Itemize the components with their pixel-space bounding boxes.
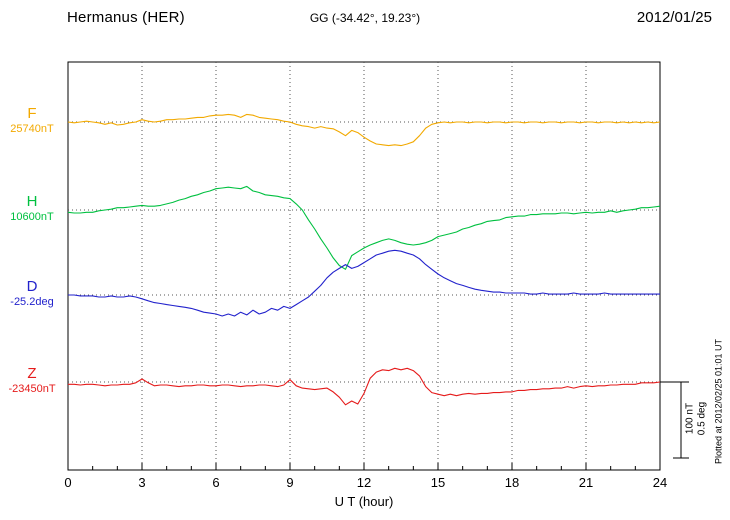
series-name: F (27, 105, 37, 122)
trace-Z (68, 367, 661, 406)
series-label-Z: Z -23450nT (0, 365, 64, 396)
plotted-at-note: Plotted at 2012/02/25 01:01 UT (713, 338, 724, 465)
series-name: H (26, 193, 38, 210)
x-tick-label: 15 (430, 475, 446, 490)
trace-H (67, 185, 661, 270)
series-label-F: F 25740nT (0, 105, 64, 136)
x-tick-label: 12 (356, 475, 372, 490)
series-label-H: H 10600nT (0, 193, 64, 224)
series-baseline-value: 25740nT (10, 123, 54, 135)
x-tick-label: 9 (286, 475, 294, 490)
station-title: Hermanus (HER) (67, 9, 185, 26)
series-baseline-value: -23450nT (8, 383, 56, 395)
x-tick-label: 0 (64, 475, 72, 490)
series-label-D: D -25.2deg (0, 278, 64, 309)
series-baseline-value: 10600nT (10, 211, 54, 223)
series-baseline-value: -25.2deg (10, 296, 54, 308)
x-tick-label: 21 (578, 475, 594, 490)
series-name: D (26, 278, 38, 295)
x-tick-label: 6 (212, 475, 220, 490)
series-name: Z (27, 365, 37, 382)
scalebar-label-deg: 0.5 deg (696, 401, 708, 436)
x-axis-label: U T (hour) (334, 494, 394, 509)
x-tick-label: 3 (138, 475, 146, 490)
x-tick-label: 18 (504, 475, 520, 490)
plot-date: 2012/01/25 (636, 9, 712, 26)
x-tick-label: 24 (652, 475, 668, 490)
geographic-coordinates: GG (-34.42°, 19.23°) (309, 11, 421, 25)
trace-D (68, 249, 660, 317)
trace-F (67, 113, 661, 147)
